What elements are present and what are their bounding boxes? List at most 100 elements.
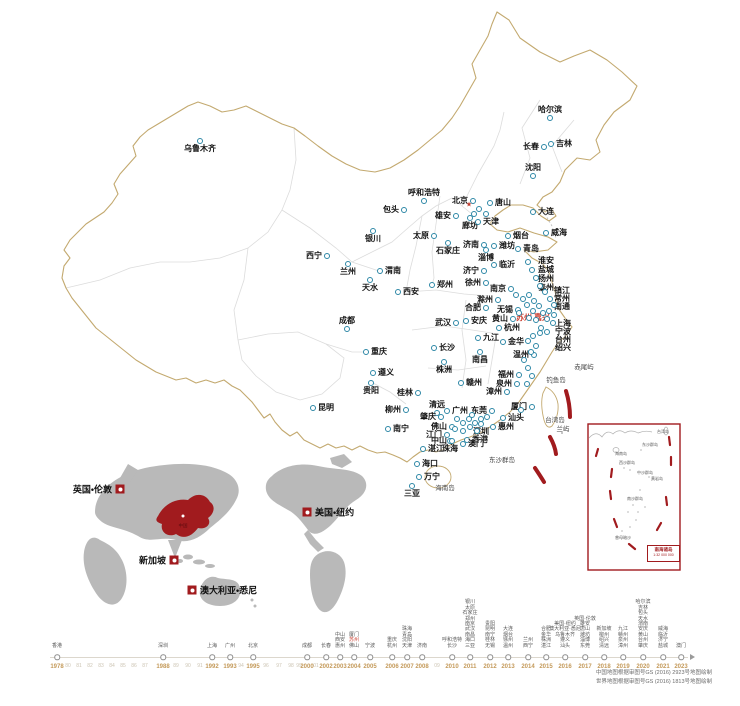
timeline-city: 桂林 — [484, 637, 496, 644]
timeline-dot — [601, 654, 607, 660]
city-marker — [472, 420, 478, 426]
timeline-city: 武汉 — [464, 626, 476, 633]
city-marker — [471, 211, 477, 217]
timeline-city: 杭州 — [386, 642, 398, 649]
city-marker — [516, 310, 522, 316]
timeline-city: 潍坊 — [579, 631, 591, 638]
city-label: 扬州 — [538, 274, 554, 283]
timeline-year-minor: 98 — [288, 663, 294, 669]
city-marker — [420, 446, 426, 452]
city-marker — [529, 404, 535, 410]
timeline-year-minor: 81 — [76, 663, 82, 669]
timeline-city: 西安 — [334, 637, 346, 644]
timeline-city: 中山 — [334, 631, 346, 638]
timeline-city: 淄博 — [579, 637, 591, 644]
timeline-city-stack: 中山 西安 惠州 — [334, 631, 346, 649]
world-map — [83, 454, 367, 613]
timeline-city: 重庆 — [386, 637, 398, 644]
city-label: 清远 — [429, 400, 445, 409]
timeline-city: 肇庆 — [637, 642, 649, 649]
brand-logo — [187, 585, 197, 595]
city-marker — [449, 438, 455, 444]
timeline-year-minor: 01 — [313, 663, 319, 669]
timeline-city: 西宁 — [522, 642, 534, 649]
timeline-year: 2007 — [400, 664, 414, 670]
city-label: 乌鲁木齐 — [184, 144, 216, 153]
city-marker — [530, 173, 536, 179]
timeline-city-stack: 北京 — [248, 643, 258, 649]
city-label: 泰州 — [538, 283, 554, 292]
city-marker — [504, 389, 510, 395]
timeline-year: 2010 — [445, 664, 459, 670]
timeline-city: 银川 — [464, 599, 476, 606]
city-label: 常州 — [554, 294, 570, 303]
timeline-city: 深圳 — [157, 642, 169, 649]
timeline-city: 漳州 — [617, 642, 629, 649]
city-label: 银川 — [365, 234, 381, 243]
city-label: 淄博 — [478, 253, 494, 262]
timeline-city-stack: 英国·伦敦 雄安 唐山 潍坊 淄博 东莞 — [574, 615, 596, 649]
city-label: 中山 — [431, 436, 447, 445]
timeline-city: 英国·伦敦 — [574, 615, 596, 622]
city-marker — [528, 349, 534, 355]
city-marker — [344, 326, 350, 332]
timeline-city: 临沂 — [657, 631, 669, 638]
city-label: 南京 — [490, 284, 506, 293]
timeline-city: 太原 — [464, 604, 476, 611]
timeline-city: 赣州 — [617, 631, 629, 638]
timeline-city: 绍兴 — [598, 637, 610, 644]
timeline-city: 合肥 — [540, 626, 552, 633]
city-label: 盐城 — [538, 265, 554, 274]
city-marker — [500, 339, 506, 345]
island-label: 兰屿 — [556, 426, 570, 433]
sea-islet-dots — [621, 449, 650, 532]
city-label: 江门 — [426, 430, 442, 439]
timeline-city-stack: 深圳 — [157, 642, 169, 649]
city-label: 沈阳 — [525, 163, 541, 172]
city-label: 徐州 — [465, 278, 481, 287]
city-marker — [464, 437, 470, 443]
timeline-city-stack: 成都 — [302, 643, 312, 649]
timeline-city: 厦门 — [348, 631, 360, 638]
city-marker — [421, 198, 427, 204]
timeline-city: 威海 — [657, 626, 669, 633]
city-marker — [434, 410, 440, 416]
city-marker — [495, 297, 501, 303]
city-label: 肇庆 — [420, 412, 436, 421]
timeline-city: 沈阳 — [401, 637, 413, 644]
sea-inset-title: 南海诸岛 — [654, 547, 673, 552]
timeline-city: 大连 — [502, 626, 514, 633]
city-marker — [530, 333, 536, 339]
timeline-dot — [543, 654, 549, 660]
city-marker — [477, 349, 483, 355]
city-marker — [548, 141, 554, 147]
city-marker — [530, 209, 536, 215]
city-marker — [533, 275, 539, 281]
timeline-dot — [160, 654, 166, 660]
timeline-year-minor: 84 — [109, 663, 115, 669]
city-marker — [525, 259, 531, 265]
city-marker — [463, 318, 469, 324]
sea-island-label: 台湾岛 — [657, 429, 669, 434]
timeline-city: 哈尔滨 — [635, 599, 651, 606]
timeline-city: 澳大利亚·悉尼 — [549, 626, 581, 633]
city-label: 淮安 — [538, 256, 554, 265]
city-marker — [452, 426, 458, 432]
nine-dash-line-inset — [594, 435, 673, 551]
city-marker — [537, 330, 543, 336]
city-label: 珠海 — [442, 444, 458, 453]
timeline-city: 唐山 — [579, 626, 591, 633]
islet-dots — [551, 369, 581, 434]
timeline-city: 乌鲁木齐 — [554, 631, 576, 638]
city-marker — [525, 338, 531, 344]
city-marker — [438, 414, 444, 420]
timeline-dot — [250, 654, 256, 660]
city-marker — [367, 277, 373, 283]
timeline-city-stack: 兰州 西宁 — [522, 637, 534, 649]
city-label: 安庆 — [471, 316, 487, 325]
city-label: 太原 — [413, 231, 429, 240]
city-label: 呼和浩特 — [408, 188, 440, 197]
sea-island-label: 海南岛 — [615, 451, 627, 456]
city-marker — [460, 428, 466, 434]
city-label: 唐山 — [495, 198, 511, 207]
